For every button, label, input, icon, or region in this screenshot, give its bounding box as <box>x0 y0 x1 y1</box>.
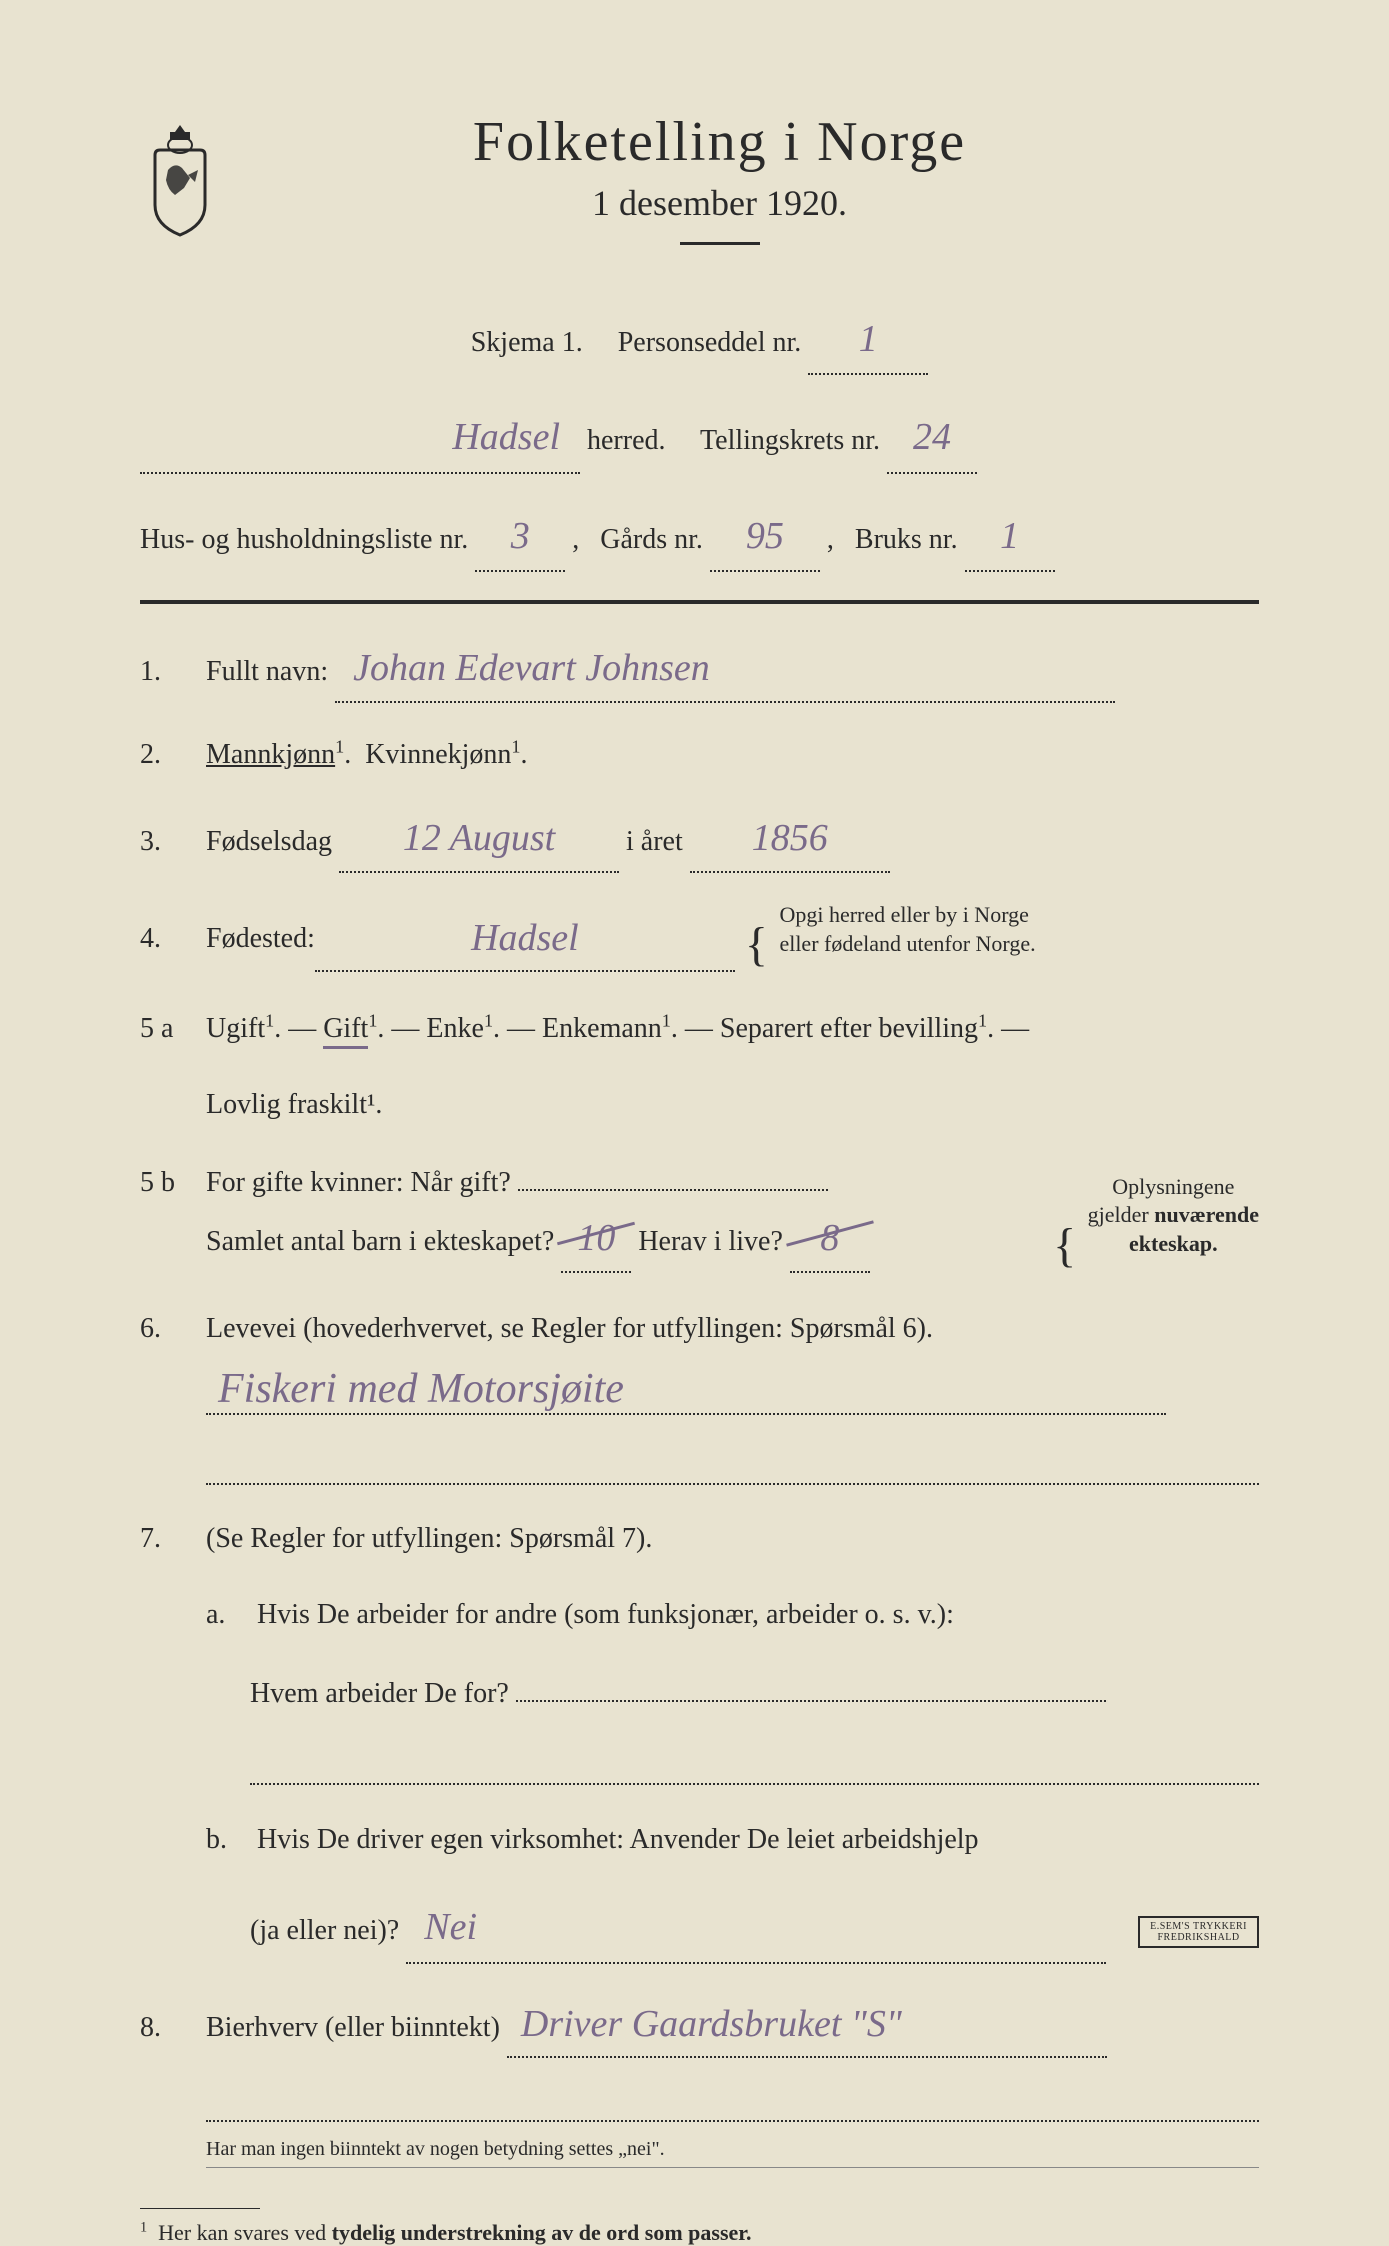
q5b-live: 8 <box>790 1206 870 1273</box>
q6-label: Levevei (hovederhvervet, se Regler for u… <box>206 1313 933 1344</box>
herred-label: herred. <box>587 425 666 456</box>
q7b-text1: Hvis De driver egen virksomhet: Anvender… <box>257 1824 979 1855</box>
q4-note-b: eller fødeland utenfor Norge. <box>779 931 1035 956</box>
herred-value: Hadsel <box>140 403 580 473</box>
hus-label: Hus- og husholdningsliste nr. <box>140 524 468 555</box>
q5b-label-a: For gifte kvinner: Når gift? <box>206 1167 511 1198</box>
gards-label: Gårds nr. <box>600 524 703 555</box>
q6-value: Fiskeri med Motorsjøite <box>206 1365 1166 1415</box>
q7b-line2: (ja eller nei)? Nei <box>250 1893 1259 1963</box>
q5a-line: 5 a Ugift1. — Gift1. — Enke1. — Enkemann… <box>140 1005 1259 1053</box>
q7a-field <box>516 1700 1106 1702</box>
q3-num: 3. <box>140 818 206 866</box>
q5b-barn: 10 <box>561 1206 631 1273</box>
q5b-note: { Oplysningene gjelder nuværende ekteska… <box>1053 1173 1259 1277</box>
tellingskrets-label: Tellingskrets nr. <box>700 425 880 456</box>
q3-year: 1856 <box>690 806 890 873</box>
herred-line: Hadsel herred. Tellingskrets nr. 24 <box>140 403 1259 473</box>
sub-title: 1 desember 1920. <box>260 182 1179 224</box>
q6-num: 6. <box>140 1305 206 1353</box>
header-row: Folketelling i Norge 1 desember 1920. <box>140 110 1259 295</box>
footnote-block: 1 Her kan svares ved tydelig understrekn… <box>140 2208 1259 2245</box>
q6-blank-line <box>206 1447 1259 1485</box>
main-title: Folketelling i Norge <box>260 110 1179 174</box>
schema-label: Skjema 1. <box>471 327 583 358</box>
printer-stamp: E.SEM'S TRYKKERI FREDRIKSHALD <box>1138 1916 1259 1948</box>
personseddel-label: Personseddel nr. <box>618 327 802 358</box>
q7b-line1: b. Hvis De driver egen virksomhet: Anven… <box>206 1815 1259 1865</box>
q7-label: (Se Regler for utfyllingen: Spørsmål 7). <box>206 1523 652 1554</box>
divider-rule <box>140 600 1259 604</box>
gards-nr: 95 <box>710 502 820 572</box>
q5b-label-b: Samlet antal barn i ekteskapet? <box>206 1226 554 1257</box>
q7a-line2: Hvem arbeider De for? <box>250 1669 1259 1719</box>
coat-of-arms-icon <box>140 120 220 240</box>
q2-kvinne: Kvinnekjønn <box>365 739 511 770</box>
q7a-text2: Hvem arbeider De for? <box>250 1678 509 1709</box>
q7-line: 7. (Se Regler for utfyllingen: Spørsmål … <box>140 1515 1259 1563</box>
census-form-page: Folketelling i Norge 1 desember 1920. Sk… <box>140 110 1259 2246</box>
q5b-num: 5 b <box>140 1159 206 1207</box>
title-underline <box>680 242 760 245</box>
q3-day: 12 August <box>339 806 619 873</box>
q1-line: 1. Fullt navn: Johan Edevart Johnsen <box>140 636 1259 703</box>
printer-line1: E.SEM'S TRYKKERI <box>1150 1921 1247 1932</box>
q7-num: 7. <box>140 1515 206 1563</box>
q4-line: 4. Fødested: Hadsel { Opgi herred eller … <box>140 901 1259 977</box>
q1-num: 1. <box>140 648 206 696</box>
q5b-note-a: Oplysningene <box>1112 1174 1234 1199</box>
q3-label: Fødselsdag <box>206 826 332 857</box>
q5a-num: 5 a <box>140 1005 206 1053</box>
q2-num: 2. <box>140 731 206 779</box>
q6-value-row: Fiskeri med Motorsjøite <box>206 1365 1259 1415</box>
printer-line2: FREDRIKSHALD <box>1150 1932 1247 1943</box>
q7a-label: a. <box>206 1590 250 1640</box>
q1-value: Johan Edevart Johnsen <box>335 636 1115 703</box>
q5b-line: 5 b For gifte kvinner: Når gift? Samlet … <box>140 1159 1259 1277</box>
q5a-line2: Lovlig fraskilt¹. <box>206 1080 1259 1130</box>
footnote-rule <box>140 2208 260 2209</box>
q8-label: Bierhverv (eller biinntekt) <box>206 2012 500 2043</box>
q4-note-a: Opgi herred eller by i Norge <box>779 902 1028 927</box>
q7a-text1: Hvis De arbeider for andre (som funksjon… <box>257 1599 954 1630</box>
bottom-rule <box>206 2167 1259 2168</box>
tellingskrets-nr: 24 <box>887 403 977 473</box>
q4-note: { Opgi herred eller by i Norge eller fød… <box>745 901 1036 977</box>
q3-line: 3. Fødselsdag 12 August i året 1856 <box>140 806 1259 873</box>
bruks-nr: 1 <box>965 502 1055 572</box>
hus-nr: 3 <box>475 502 565 572</box>
footnote-text: 1 Her kan svares ved tydelig understrekn… <box>140 2220 752 2245</box>
q7b-value: Nei <box>406 1893 1106 1963</box>
q7b-label: b. <box>206 1815 250 1865</box>
q7a-blank <box>250 1747 1259 1785</box>
q4-label: Fødested: <box>206 915 315 963</box>
q7a-line1: a. Hvis De arbeider for andre (som funks… <box>206 1590 1259 1640</box>
q6-line: 6. Levevei (hovederhvervet, se Regler fo… <box>140 1305 1259 1353</box>
title-block: Folketelling i Norge 1 desember 1920. <box>260 110 1179 295</box>
q3-year-label: i året <box>626 826 683 857</box>
q2-line: 2. Mannkjønn1. Kvinnekjønn1. <box>140 731 1259 779</box>
q5b-label-c: Herav i live? <box>638 1226 783 1257</box>
bottom-note: Har man ingen biinntekt av nogen betydni… <box>206 2138 1259 2161</box>
q1-label: Fullt navn: <box>206 656 328 687</box>
q8-value: Driver Gaardsbruket "S" <box>507 1992 1107 2059</box>
q2-mann: Mannkjønn <box>206 739 335 770</box>
q8-num: 8. <box>140 2004 206 2052</box>
q5b-note-b: gjelder nuværende <box>1088 1202 1259 1227</box>
bruks-label: Bruks nr. <box>855 524 958 555</box>
personseddel-nr: 1 <box>808 305 928 375</box>
q5b-gift-field <box>518 1189 828 1191</box>
q4-num: 4. <box>140 915 206 963</box>
q7b-text2: (ja eller nei)? <box>250 1915 399 1946</box>
q8-blank <box>206 2084 1259 2122</box>
q5b-note-c: ekteskap. <box>1129 1231 1218 1256</box>
hus-line: Hus- og husholdningsliste nr. 3 , Gårds … <box>140 502 1259 572</box>
schema-line: Skjema 1. Personseddel nr. 1 <box>140 305 1259 375</box>
q4-value: Hadsel <box>315 906 735 973</box>
q8-line: 8. Bierhverv (eller biinntekt) Driver Ga… <box>140 1992 1259 2059</box>
